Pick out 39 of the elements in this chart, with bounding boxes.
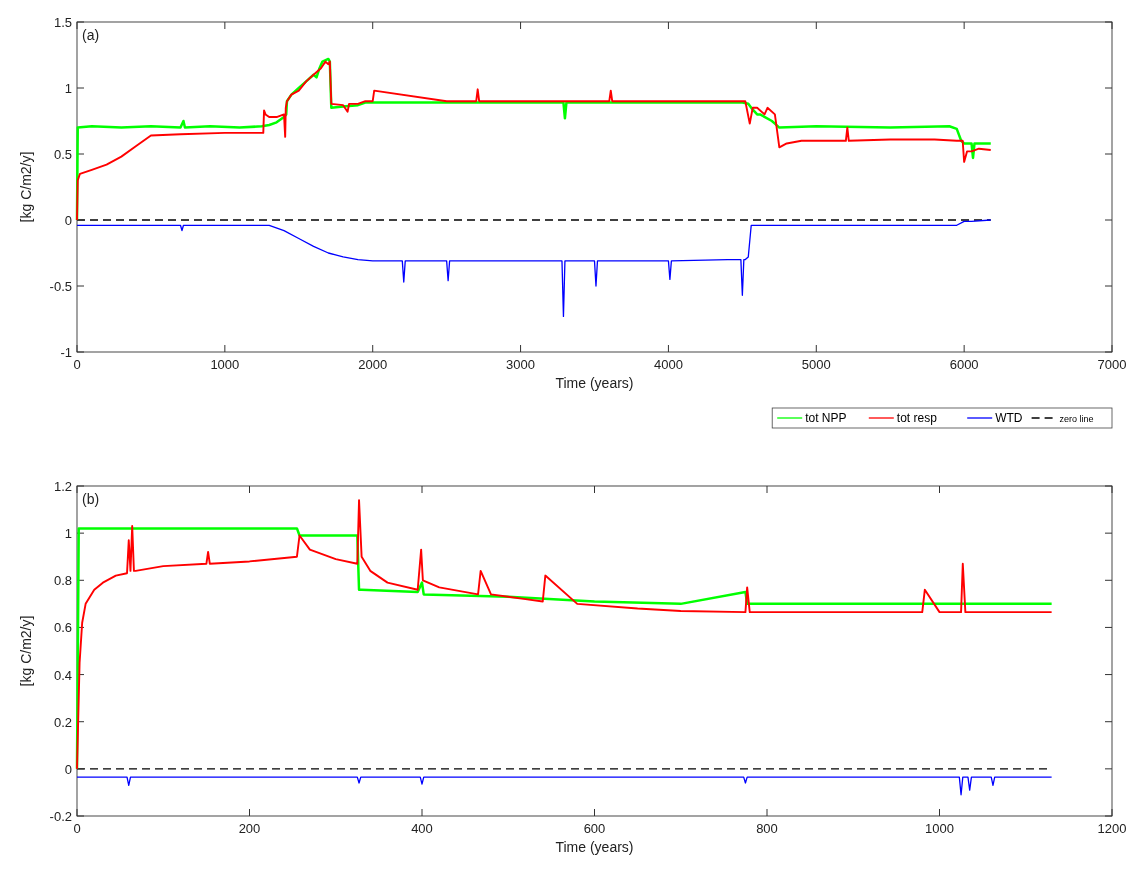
y-tick-label: 0.4: [53, 667, 72, 683]
x-tick-label: 7000: [1097, 357, 1127, 372]
y-tick-label: 0.2: [53, 714, 72, 730]
y-tick-label: -0.2: [49, 809, 72, 824]
x-axis-title: Time (years): [555, 375, 634, 391]
x-tick-label: 800: [756, 821, 778, 836]
annotation: (a): [82, 27, 100, 43]
legend-label: tot NPP: [805, 411, 847, 425]
x-tick-label: 200: [238, 821, 261, 836]
y-tick-label: 0.8: [53, 573, 72, 589]
x-tick-label: 1000: [925, 821, 954, 836]
x-tick-label: 2000: [358, 357, 388, 372]
legend-label: zero line: [1059, 414, 1094, 424]
annotation: (b): [82, 491, 100, 507]
x-tick-label: 1000: [210, 357, 240, 372]
y-tick-label: -1: [60, 345, 72, 360]
x-tick-label: 1200: [1097, 821, 1127, 836]
legend-label: WTD: [995, 411, 1023, 425]
line-series: [76, 776, 1053, 796]
y-tick-label: 1: [64, 81, 72, 96]
y-axis-title: [kg C/m2/y]: [18, 151, 34, 223]
x-tick-label: 5000: [801, 357, 831, 372]
x-tick-label: 4000: [653, 357, 683, 372]
y-tick-label: -0.5: [49, 279, 72, 294]
x-tick-label: 6000: [949, 357, 979, 372]
x-tick-label: 400: [411, 821, 433, 836]
y-tick-label: 0.5: [53, 147, 72, 162]
x-axis-title: Time (years): [555, 839, 634, 855]
y-tick-label: 0.6: [53, 620, 72, 636]
y-tick-label: 0: [64, 213, 72, 228]
y-axis-title: [kg C/m2/y]: [18, 615, 34, 687]
x-tick-label: 600: [583, 821, 606, 836]
line-series: [76, 219, 992, 318]
y-tick-label: 1.5: [53, 15, 72, 30]
y-tick-label: 1.2: [53, 479, 72, 494]
x-tick-label: 3000: [506, 357, 536, 372]
legend-label: tot resp: [896, 411, 938, 425]
y-tick-label: 1: [64, 526, 72, 542]
y-tick-label: 0: [64, 761, 72, 777]
